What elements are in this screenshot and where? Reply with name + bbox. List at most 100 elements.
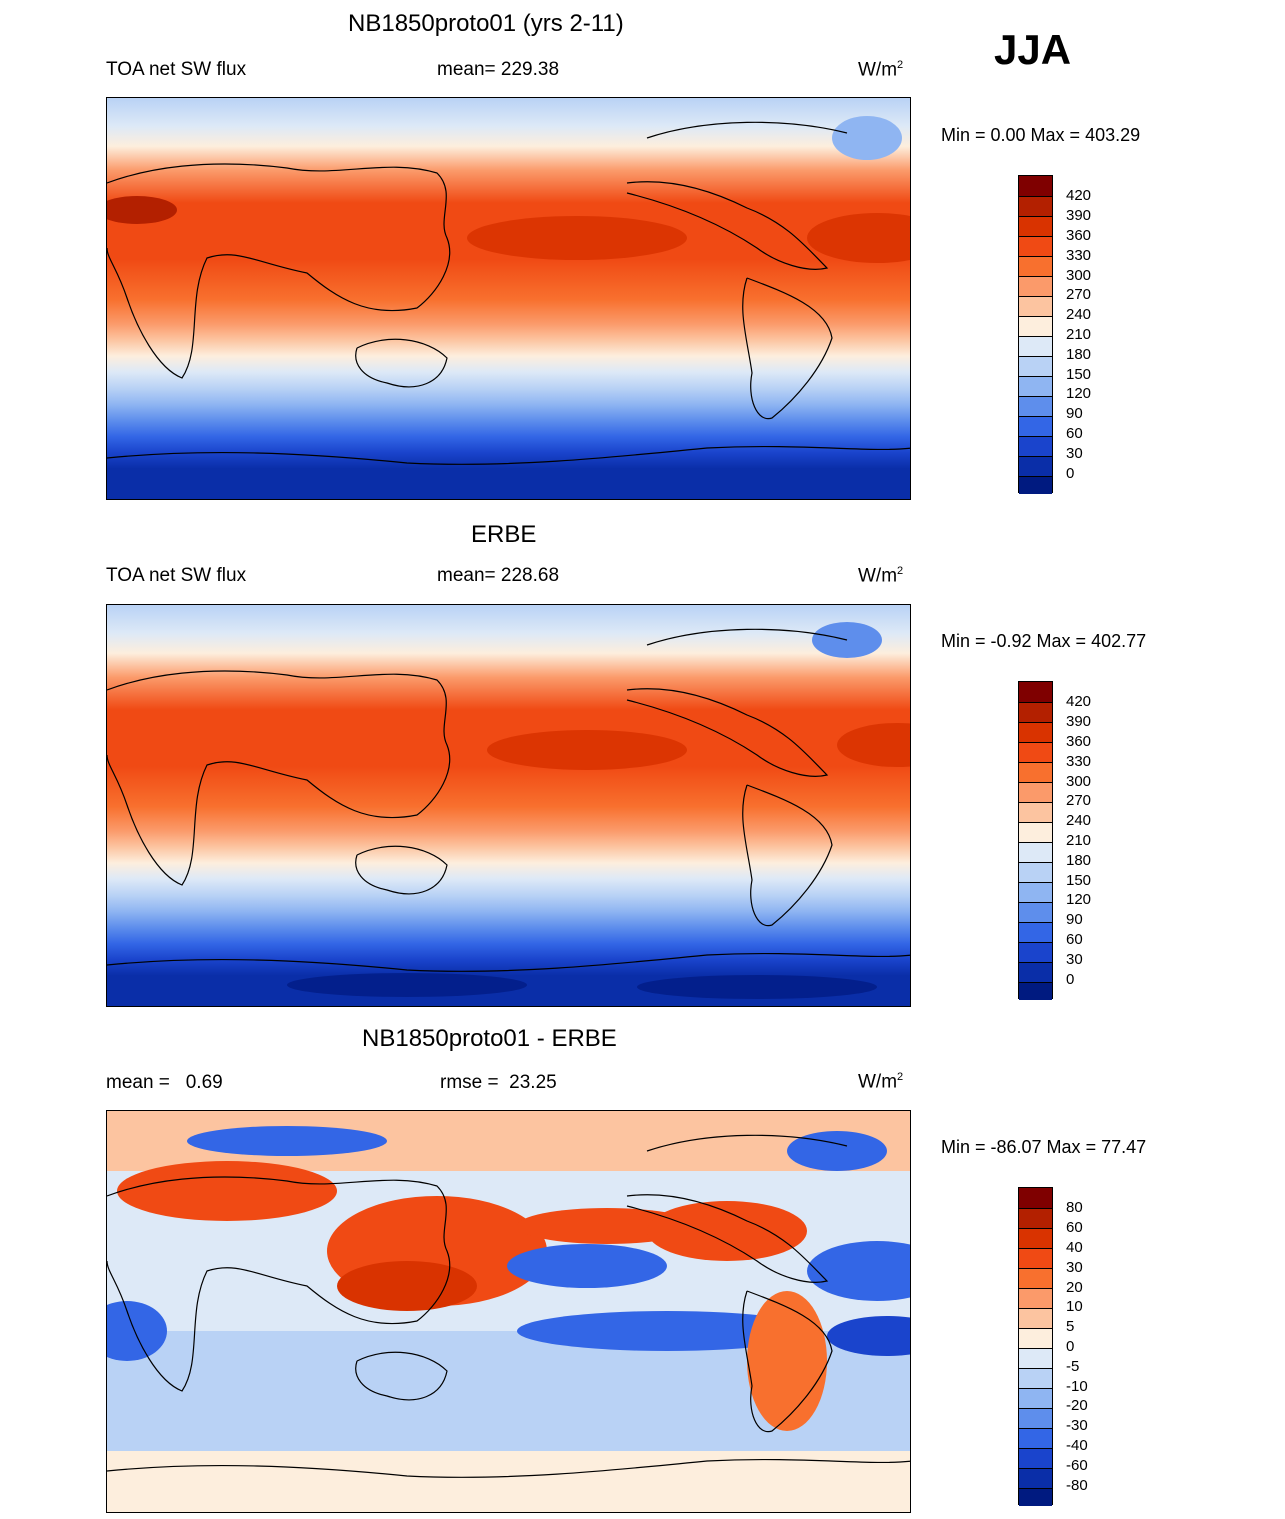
colorbar-tick: -60 xyxy=(1066,1457,1088,1474)
colorbar-tick: 60 xyxy=(1066,425,1083,442)
colorbar-tick: 180 xyxy=(1066,346,1092,363)
colorbar-tick: 80 xyxy=(1066,1199,1083,1216)
colorbar-tick: 0 xyxy=(1066,465,1075,482)
colorbar-tick: 330 xyxy=(1066,247,1092,264)
colorbar-tick: 210 xyxy=(1066,832,1092,849)
colorbar-tick: 10 xyxy=(1066,1298,1083,1315)
colorbar-swatch xyxy=(1019,297,1052,317)
colorbar-tick: 360 xyxy=(1066,733,1092,750)
colorbar-swatch xyxy=(1019,1349,1052,1369)
colorbar-swatch xyxy=(1019,983,1052,1000)
colorbar-swatch xyxy=(1019,743,1052,763)
colorbar-swatch xyxy=(1019,1209,1052,1229)
colorbar-tick: 120 xyxy=(1066,891,1092,908)
colorbar-tick: 300 xyxy=(1066,267,1092,284)
colorbar-swatch xyxy=(1019,377,1052,397)
contour-map xyxy=(106,1110,911,1513)
colorbar-swatch xyxy=(1019,823,1052,843)
colorbar-tick: 30 xyxy=(1066,951,1083,968)
colorbar-tick: 30 xyxy=(1066,1259,1083,1276)
colorbar-swatch xyxy=(1019,457,1052,477)
colorbar-tick: 150 xyxy=(1066,872,1092,889)
colorbar-swatch xyxy=(1019,863,1052,883)
units-label: W/m2 xyxy=(858,1071,904,1093)
colorbar-tick: -30 xyxy=(1066,1417,1088,1434)
colorbar-swatch xyxy=(1019,1309,1052,1329)
colorbar-swatch xyxy=(1019,1429,1052,1449)
colorbar-tick: 90 xyxy=(1066,405,1083,422)
colorbar-swatch xyxy=(1019,1249,1052,1269)
colorbar-tick: 180 xyxy=(1066,852,1092,869)
colorbar-tick: 390 xyxy=(1066,713,1092,730)
panel-title: NB1850proto01 - ERBE xyxy=(362,1025,617,1052)
min-max-label: Min = -0.92 Max = 402.77 xyxy=(941,631,1147,651)
colorbar-swatch xyxy=(1019,397,1052,417)
units-label: W/m2 xyxy=(858,59,904,81)
colorbar xyxy=(1018,1187,1053,1506)
rmse-label: rmse = 23.25 xyxy=(440,1072,557,1093)
colorbar-tick: 120 xyxy=(1066,385,1092,402)
colorbar-tick: 240 xyxy=(1066,812,1092,829)
colorbar-tick: 210 xyxy=(1066,326,1092,343)
colorbar-tick: 390 xyxy=(1066,207,1092,224)
colorbar-swatch xyxy=(1019,437,1052,457)
colorbar-swatch xyxy=(1019,1409,1052,1429)
colorbar-tick: 90 xyxy=(1066,911,1083,928)
colorbar-swatch xyxy=(1019,176,1052,197)
panel-title: NB1850proto01 (yrs 2-11) xyxy=(348,10,624,37)
colorbar-swatch xyxy=(1019,357,1052,377)
colorbar-swatch xyxy=(1019,963,1052,983)
colorbar-swatch xyxy=(1019,923,1052,943)
colorbar-tick: 0 xyxy=(1066,971,1075,988)
colorbar-swatch xyxy=(1019,783,1052,803)
colorbar-swatch xyxy=(1019,1269,1052,1289)
colorbar-tick: 40 xyxy=(1066,1239,1083,1256)
colorbar-tick: 420 xyxy=(1066,693,1092,710)
colorbar-tick: -10 xyxy=(1066,1378,1088,1395)
colorbar-tick: 270 xyxy=(1066,286,1092,303)
colorbar xyxy=(1018,681,1053,1000)
colorbar-swatch xyxy=(1019,1329,1052,1349)
colorbar-swatch xyxy=(1019,943,1052,963)
colorbar-tick: -80 xyxy=(1066,1477,1088,1494)
mean-label: mean= 229.38 xyxy=(437,59,560,80)
colorbar-swatch xyxy=(1019,277,1052,297)
colorbar-swatch xyxy=(1019,1369,1052,1389)
variable-label: TOA net SW flux xyxy=(106,59,247,80)
colorbar-swatch xyxy=(1019,883,1052,903)
colorbar-swatch xyxy=(1019,1188,1052,1209)
colorbar-swatch xyxy=(1019,1389,1052,1409)
colorbar-tick: 420 xyxy=(1066,187,1092,204)
units-label: W/m2 xyxy=(858,565,904,587)
colorbar-swatch xyxy=(1019,903,1052,923)
colorbar-tick: 20 xyxy=(1066,1279,1083,1296)
colorbar-tick: 30 xyxy=(1066,445,1083,462)
colorbar-swatch xyxy=(1019,1229,1052,1249)
min-max-label: Min = -86.07 Max = 77.47 xyxy=(941,1137,1147,1157)
season-label: JJA xyxy=(994,26,1072,73)
mean-label: mean = 0.69 xyxy=(106,1072,223,1093)
colorbar-tick: 150 xyxy=(1066,366,1092,383)
colorbar-tick: -5 xyxy=(1066,1358,1080,1375)
colorbar-swatch xyxy=(1019,317,1052,337)
panel-title: ERBE xyxy=(471,521,537,548)
colorbar-swatch xyxy=(1019,1469,1052,1489)
contour-map xyxy=(106,97,911,500)
colorbar-tick: 240 xyxy=(1066,306,1092,323)
colorbar-swatch xyxy=(1019,417,1052,437)
colorbar-swatch xyxy=(1019,803,1052,823)
colorbar-swatch xyxy=(1019,337,1052,357)
colorbar-tick: 0 xyxy=(1066,1338,1075,1355)
colorbar-tick: 60 xyxy=(1066,1219,1083,1236)
colorbar-tick: 5 xyxy=(1066,1318,1075,1335)
colorbar-swatch xyxy=(1019,1449,1052,1469)
colorbar-tick: -20 xyxy=(1066,1397,1088,1414)
colorbar-tick: 270 xyxy=(1066,792,1092,809)
colorbar-tick: -40 xyxy=(1066,1437,1088,1454)
colorbar xyxy=(1018,175,1053,494)
min-max-label: Min = 0.00 Max = 403.29 xyxy=(941,125,1141,145)
colorbar-swatch xyxy=(1019,703,1052,723)
colorbar-swatch xyxy=(1019,723,1052,743)
colorbar-swatch xyxy=(1019,197,1052,217)
colorbar-swatch xyxy=(1019,477,1052,494)
